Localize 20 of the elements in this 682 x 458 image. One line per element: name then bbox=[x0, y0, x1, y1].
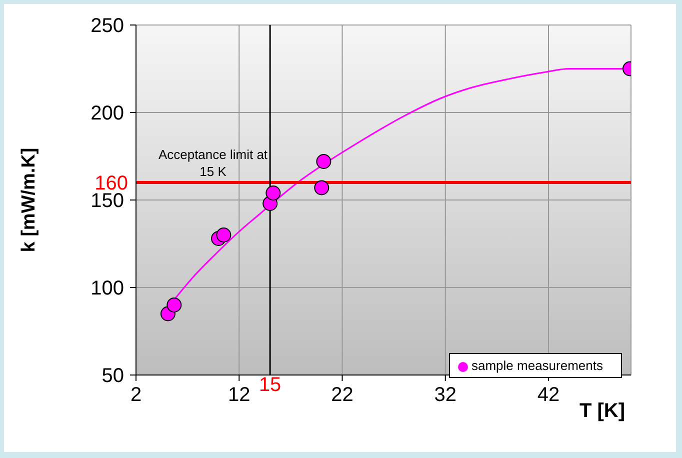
x-axis-title: T [K] bbox=[579, 400, 625, 422]
y-tick-label: 150 bbox=[90, 190, 124, 212]
y-tick-label: 200 bbox=[90, 102, 124, 125]
x-tick-label: 2 bbox=[130, 384, 142, 406]
y-tick-label: 100 bbox=[90, 278, 124, 300]
x-tick-label: 12 bbox=[228, 384, 250, 406]
y-axis-title: k [mW/m.K] bbox=[18, 148, 40, 252]
point bbox=[166, 298, 182, 312]
x-tick-label: 22 bbox=[331, 384, 354, 406]
x-tick-label: 42 bbox=[537, 384, 560, 406]
annotation: Acceptance limit at 15 K bbox=[158, 146, 268, 180]
legend-label: sample measurements bbox=[472, 358, 603, 373]
x-tick-label: 32 bbox=[434, 384, 456, 406]
point bbox=[266, 186, 281, 200]
y-tick-label: 250 bbox=[90, 15, 124, 38]
point bbox=[314, 180, 330, 196]
ref-line-label: 15 bbox=[258, 374, 282, 396]
y-tick-label: 50 bbox=[102, 365, 124, 388]
point bbox=[316, 154, 332, 169]
point bbox=[216, 228, 232, 242]
